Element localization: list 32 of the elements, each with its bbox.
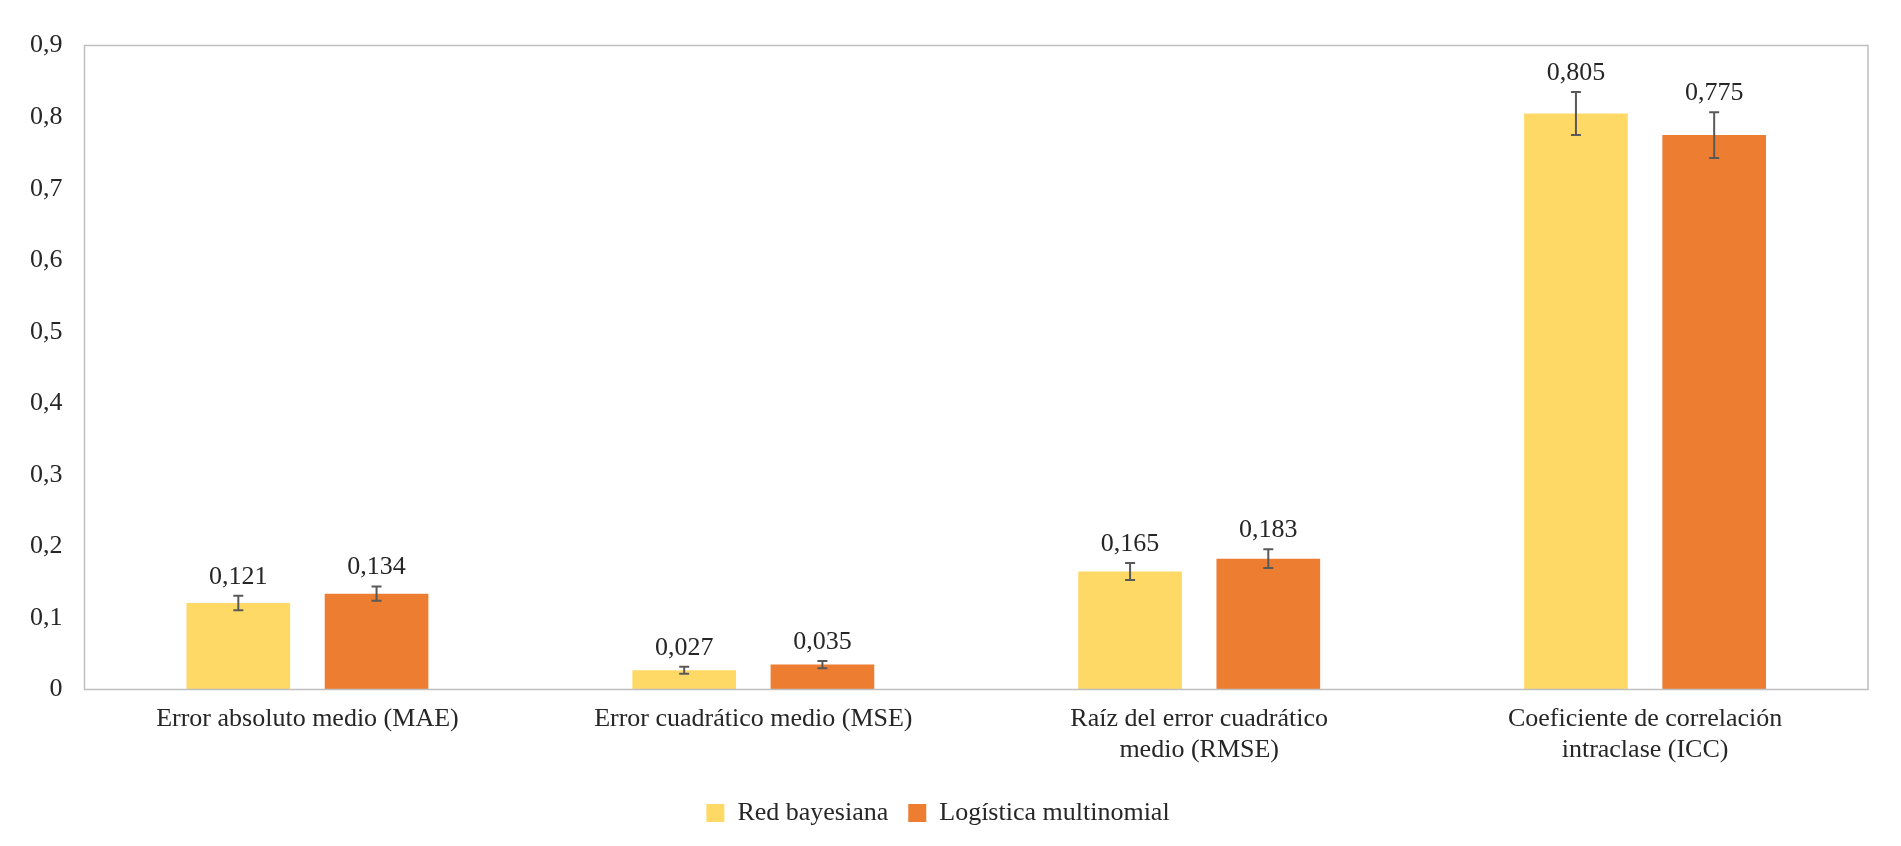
bar bbox=[1524, 113, 1628, 690]
data-label: 0,805 bbox=[1546, 56, 1606, 86]
y-tick-label: 0 bbox=[49, 673, 63, 703]
data-label: 0,775 bbox=[1684, 76, 1744, 106]
data-label: 0,134 bbox=[347, 551, 406, 581]
bar bbox=[324, 593, 429, 690]
bar bbox=[770, 664, 875, 690]
legend-label: Logística multinomial bbox=[939, 796, 1170, 826]
bar bbox=[1078, 571, 1182, 690]
data-label: 0,027 bbox=[654, 631, 714, 661]
y-tick-label: 0,8 bbox=[30, 100, 63, 130]
y-tick-label: 0,3 bbox=[30, 458, 63, 488]
bar bbox=[1216, 558, 1321, 690]
data-label: 0,121 bbox=[209, 560, 268, 590]
y-tick-label: 0,5 bbox=[30, 315, 63, 345]
y-tick-label: 0,7 bbox=[30, 172, 63, 202]
x-tick-label: Error absoluto medio (MAE) bbox=[156, 703, 459, 733]
bar bbox=[1662, 135, 1767, 690]
y-tick-label: 0,1 bbox=[30, 601, 63, 631]
data-label: 0,035 bbox=[793, 625, 852, 655]
data-label: 0,183 bbox=[1239, 514, 1298, 544]
bar bbox=[632, 670, 737, 690]
legend-label: Red bayesiana bbox=[737, 796, 889, 826]
y-tick-label: 0,4 bbox=[30, 387, 63, 417]
x-tick-label: Error cuadrático medio (MSE) bbox=[594, 703, 913, 733]
x-tick-label: Coeficiente de correlación intraclase (ICC) bbox=[1507, 703, 1783, 764]
bar bbox=[186, 603, 291, 690]
y-tick-label: 0,2 bbox=[30, 530, 63, 560]
x-tick-label: Raíz del error cuadrático medio (RMSE) bbox=[1070, 703, 1329, 764]
y-tick-label: 0,6 bbox=[30, 244, 63, 274]
y-tick-label: 0,9 bbox=[30, 29, 63, 59]
data-label: 0,165 bbox=[1100, 527, 1160, 557]
